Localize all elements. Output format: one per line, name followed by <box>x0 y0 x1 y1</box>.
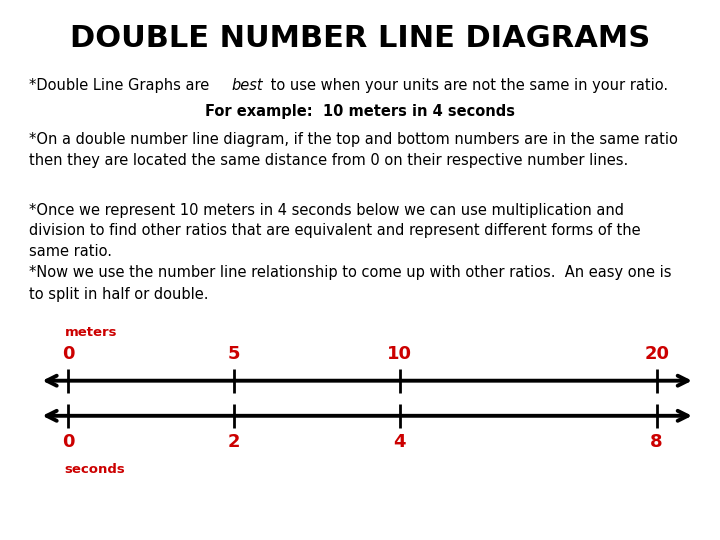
Text: DOUBLE NUMBER LINE DIAGRAMS: DOUBLE NUMBER LINE DIAGRAMS <box>70 24 650 53</box>
Text: *Once we represent 10 meters in 4 seconds below we can use multiplication and
di: *Once we represent 10 meters in 4 second… <box>29 202 671 301</box>
Text: 10: 10 <box>387 346 412 363</box>
Text: 5: 5 <box>228 346 240 363</box>
Text: meters: meters <box>65 326 117 339</box>
Text: best: best <box>232 78 264 93</box>
Text: 4: 4 <box>393 433 406 451</box>
Text: 2: 2 <box>228 433 240 451</box>
Text: 8: 8 <box>650 433 663 451</box>
Text: to use when your units are not the same in your ratio.: to use when your units are not the same … <box>266 78 667 93</box>
Text: *Double Line Graphs are: *Double Line Graphs are <box>29 78 214 93</box>
Text: 20: 20 <box>644 346 669 363</box>
Text: For example:  10 meters in 4 seconds: For example: 10 meters in 4 seconds <box>205 104 515 119</box>
Text: *On a double number line diagram, if the top and bottom numbers are in the same : *On a double number line diagram, if the… <box>29 132 678 168</box>
Text: 0: 0 <box>62 346 75 363</box>
Text: seconds: seconds <box>65 463 125 476</box>
Text: 0: 0 <box>62 433 75 451</box>
